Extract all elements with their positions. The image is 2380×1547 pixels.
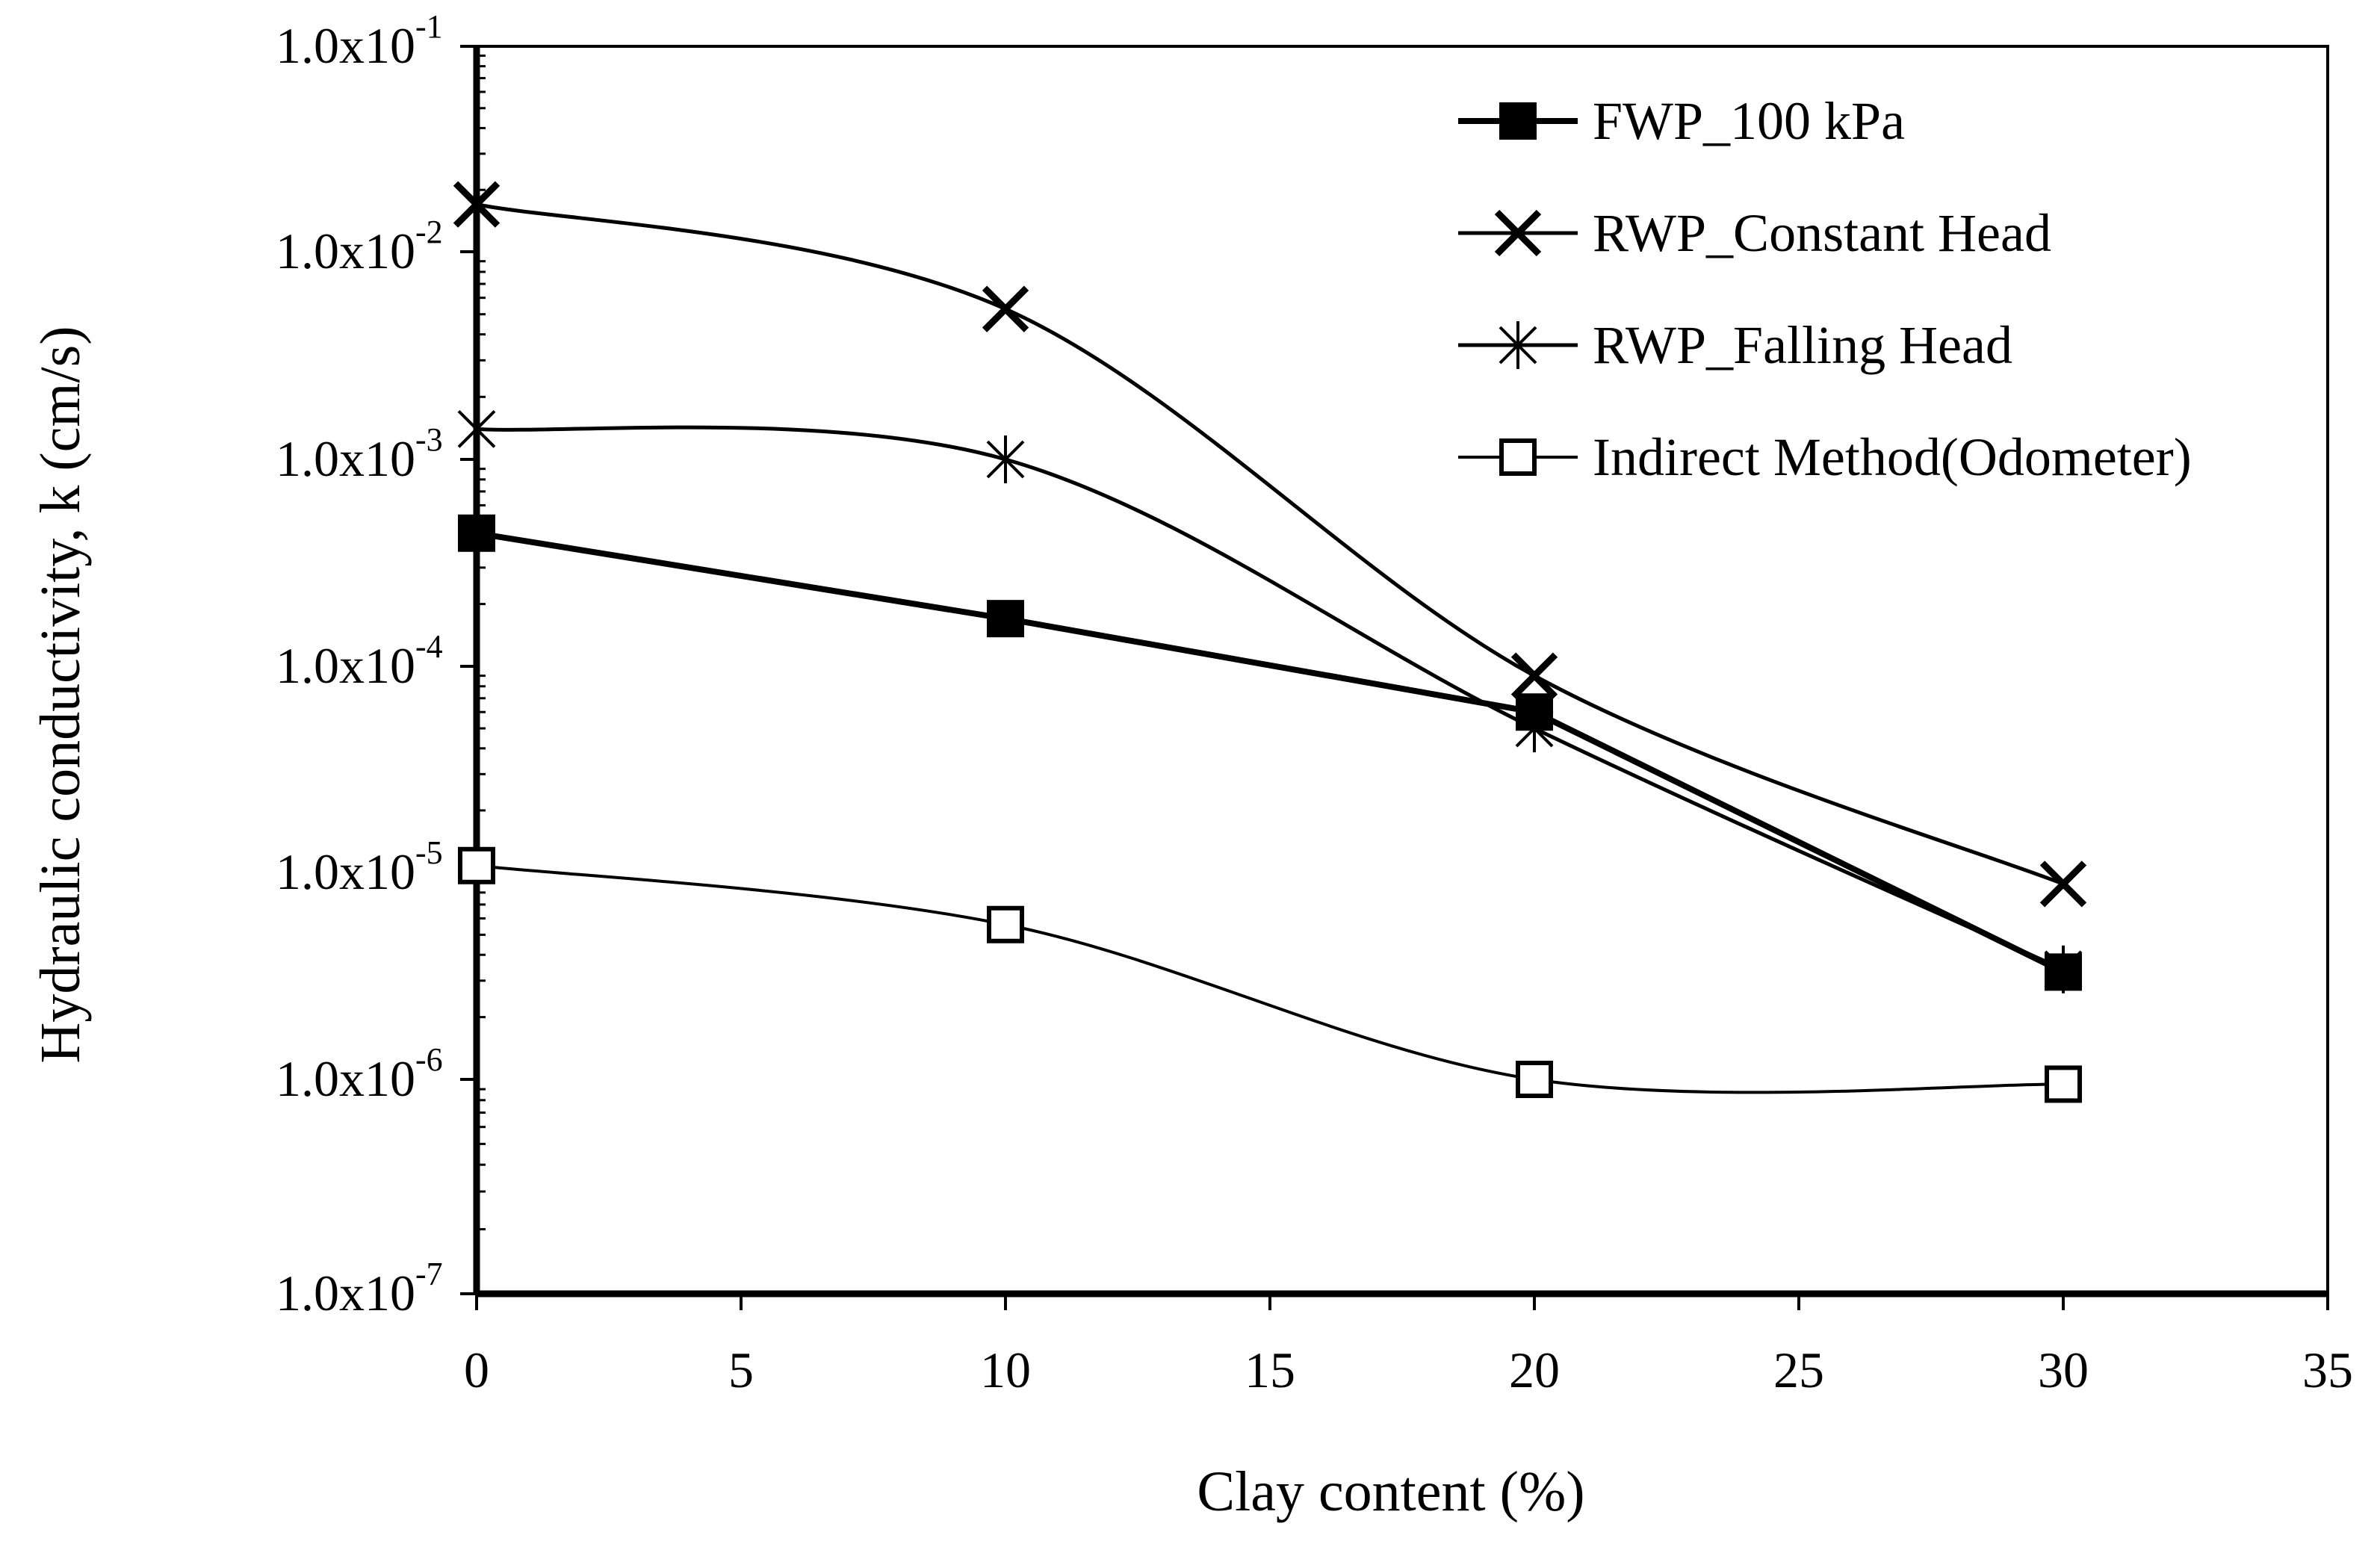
- series-x: [453, 181, 2087, 908]
- x-axis-title: Clay content (%): [1197, 1460, 1584, 1523]
- legend-marker: [1494, 209, 1542, 257]
- series-line: [476, 864, 2064, 1094]
- y-tick-exponent: -1: [415, 8, 443, 45]
- legend-entry: FWP_100 kPa: [1458, 91, 1905, 151]
- series-line: [476, 202, 2064, 886]
- y-tick-exponent: -3: [415, 421, 443, 458]
- data-point: [2045, 1065, 2082, 1103]
- data-point: [2039, 861, 2087, 908]
- legend-entry: RWP_Constant Head: [1458, 203, 2051, 263]
- data-point: [1516, 1061, 1553, 1098]
- data-point: [453, 181, 501, 228]
- y-tick-exponent: -4: [415, 628, 443, 665]
- x-tick-label: 10: [980, 1342, 1031, 1398]
- series-star: [457, 405, 2083, 993]
- legend-entry: Indirect Method(Odometer): [1458, 427, 2192, 487]
- x-tick-label: 15: [1245, 1342, 1295, 1398]
- legend-entry: RWP_Falling Head: [1458, 315, 2012, 375]
- y-tick-exponent: -5: [415, 834, 443, 871]
- x-tick-label: 30: [2038, 1342, 2089, 1398]
- legend-marker: [1499, 321, 1537, 369]
- data-point: [1510, 652, 1558, 699]
- y-tick-label: 1.0x10: [276, 223, 415, 279]
- data-point: [2045, 953, 2082, 991]
- data-point: [458, 846, 495, 884]
- y-tick-exponent: -6: [415, 1041, 443, 1078]
- y-axis-title: Hydraulic conductivity, k (cm/s): [29, 326, 92, 1063]
- series-line: [476, 530, 2065, 975]
- data-point: [987, 905, 1024, 943]
- y-tick-label: 1.0x10: [276, 637, 415, 694]
- data-point: [1516, 693, 1553, 731]
- series-open-square: [458, 846, 2082, 1103]
- y-tick-label: 1.0x10: [276, 1050, 415, 1107]
- y-tick-label: 1.0x10: [276, 430, 415, 487]
- series-layer: [453, 181, 2087, 1103]
- x-tick-label: 5: [728, 1342, 754, 1398]
- y-tick-exponent: -7: [415, 1256, 443, 1292]
- series-line: [476, 425, 2065, 972]
- legend: FWP_100 kPa RWP_Constant Head RWP_Falling …: [1458, 91, 2192, 487]
- series-filled-square: [458, 514, 2082, 991]
- legend-label: RWP_Falling Head: [1593, 315, 2012, 375]
- data-point: [986, 435, 1025, 483]
- x-ticks: 0 5 10 15 20 25 30 35: [464, 1294, 2353, 1398]
- x-tick-label: 25: [1773, 1342, 1824, 1398]
- data-point: [458, 514, 495, 552]
- x-tick-label: 35: [2302, 1342, 2353, 1398]
- x-tick-label: 20: [1509, 1342, 1560, 1398]
- y-ticks: 1.0x10 -11.0x10 -21.0x10 -31.0x10 -41.0x10 -5…: [276, 8, 477, 1321]
- y-tick-label: 1.0x10: [276, 843, 415, 900]
- y-tick-label: 1.0x10: [276, 1265, 415, 1321]
- y-tick-label: 1.0x10: [276, 17, 415, 74]
- legend-label: RWP_Constant Head: [1593, 203, 2051, 263]
- legend-label: FWP_100 kPa: [1593, 91, 1905, 151]
- x-tick-label: 0: [464, 1342, 489, 1398]
- legend-marker: [1499, 438, 1537, 476]
- legend-label: Indirect Method(Odometer): [1593, 427, 2192, 487]
- y-tick-exponent: -2: [415, 214, 443, 250]
- data-point: [982, 285, 1029, 332]
- data-point: [457, 405, 496, 453]
- legend-marker: [1499, 102, 1537, 140]
- data-point: [987, 600, 1024, 638]
